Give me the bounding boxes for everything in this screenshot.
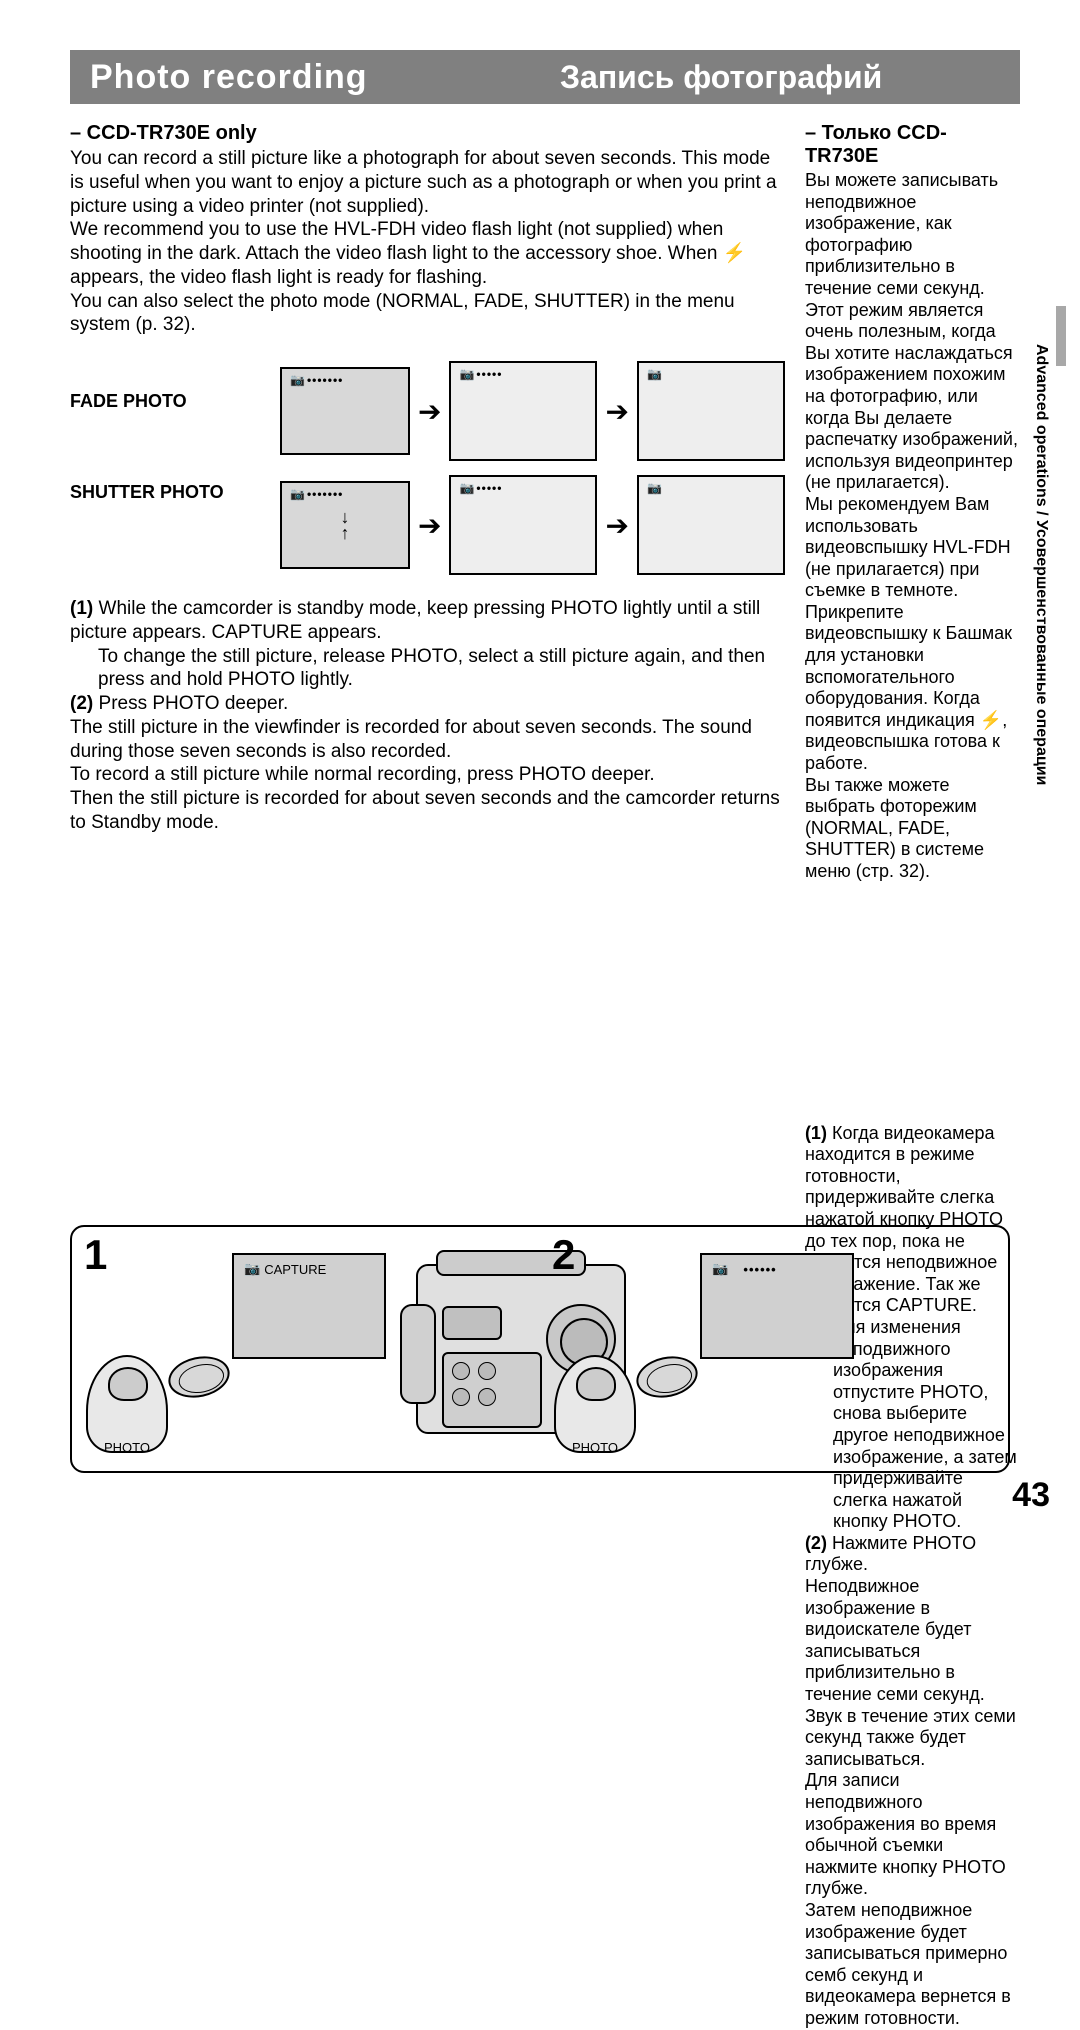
frame-shutter-2: 📷••••• [449, 475, 597, 575]
camera-icon: 📷 [647, 481, 662, 495]
step2-ru: Нажмите PHOTO глубже. [805, 1533, 976, 1575]
para-en-2: We recommend you to use the HVL-FDH vide… [70, 218, 785, 289]
camera-icon: 📷 [459, 481, 474, 495]
page-number: 43 [1012, 1476, 1050, 1515]
frame-fade-1: 📷••••••• [280, 367, 410, 455]
column-english: – CCD-TR730E only You can record a still… [70, 122, 785, 2030]
fade-row: 📷••••••• ➔ 📷••••• ➔ 📷 [280, 361, 785, 461]
para-ru-3: Вы также можете выбрать фоторежим (NORMA… [805, 775, 1020, 883]
step1-num-ru: (1) [805, 1123, 827, 1143]
para-ru-2a: Мы рекомендуем Вам использовать видеовсп… [805, 494, 1012, 730]
capture-screen-2: 📷 •••••• [700, 1253, 854, 1359]
header-title-left: Photo recording [90, 58, 530, 97]
para-en-1: You can record a still picture like a ph… [70, 147, 785, 218]
flash-icon: ⚡ [723, 242, 747, 266]
para-ru-2: Мы рекомендуем Вам использовать видеовсп… [805, 494, 1020, 775]
header-bar: Photo recording Запись фотографий [70, 50, 1020, 104]
shutter-arrows-icon: ↓↑ [341, 509, 350, 541]
step2-num-ru: (2) [805, 1533, 827, 1553]
camera-icon: 📷 [290, 373, 305, 387]
photo-button-illustration [633, 1351, 702, 1403]
photo-label: PHOTO [572, 1440, 618, 1455]
arrow-icon: ➔ [418, 395, 441, 428]
camera-icon: 📷 [712, 1261, 728, 1277]
tail3-ru: Затем неподвижное изображение будет запи… [805, 1900, 1020, 2030]
frame-shutter-3: 📷 [637, 475, 785, 575]
camcorder-step-2: 2 PHOTO 📷 •••••• [540, 1227, 1008, 1471]
step2-en: Press PHOTO deeper. [99, 693, 289, 714]
flash-icon: ⚡ [980, 710, 1002, 732]
dots: •••••• [743, 1262, 776, 1277]
camera-icon: 📷 [459, 367, 474, 381]
camcorder-panel: 1 PHOTO 📷 CAPTURE [70, 1225, 1010, 1473]
thumb-press-illustration: PHOTO [554, 1343, 674, 1453]
dots: ••••••• [307, 373, 343, 387]
step-number-2: 2 [552, 1231, 575, 1279]
para-ru-1: Вы можете записывать неподвижное изображ… [805, 170, 1020, 494]
tail1-en: The still picture in the viewfinder is r… [70, 716, 785, 764]
capture-text: CAPTURE [264, 1262, 326, 1277]
para-en-2a: We recommend you to use the HVL-FDH vide… [70, 219, 723, 264]
diagram-block: FADE PHOTO SHUTTER PHOTO 📷••••••• ➔ 📷•••… [70, 361, 785, 575]
capture-screen-1: 📷 CAPTURE [232, 1253, 386, 1359]
step1-num: (1) [70, 598, 93, 619]
arrow-icon: ➔ [605, 509, 628, 542]
step-number-1: 1 [84, 1231, 107, 1279]
photo-label: PHOTO [104, 1440, 150, 1455]
subhead-en: – CCD-TR730E only [70, 122, 785, 145]
frame-fade-3: 📷 [637, 361, 785, 461]
camera-icon: 📷 [290, 487, 305, 501]
dots: ••••••• [307, 487, 343, 501]
para-en-2b: appears, the video flash light is ready … [70, 267, 487, 288]
subhead-ru: – Только CCD-TR730E [805, 122, 1020, 168]
side-tab-text: Advanced operations / Усовершенствованны… [1032, 344, 1050, 785]
arrow-icon: ➔ [418, 509, 441, 542]
label-fade-photo: FADE PHOTO [70, 391, 280, 412]
camera-icon: 📷 [647, 367, 662, 381]
tail2-ru: Для записи неподвижного изображения во в… [805, 1770, 1020, 1900]
frame-shutter-1: 📷••••••• ↓↑ [280, 481, 410, 569]
thumb-press-illustration: PHOTO [86, 1343, 206, 1453]
step1b-en: To change the still picture, release PHO… [70, 645, 785, 693]
header-title-right: Запись фотографий [530, 59, 1000, 96]
dots: ••••• [476, 481, 502, 495]
dots: ••••• [476, 367, 502, 381]
column-russian: – Только CCD-TR730E Вы можете записывать… [805, 122, 1020, 2030]
para-en-3: You can also select the photo mode (NORM… [70, 290, 785, 338]
shutter-row: 📷••••••• ↓↑ ➔ 📷••••• ➔ 📷 [280, 475, 785, 575]
arrow-icon: ➔ [605, 395, 628, 428]
tail2-en: To record a still picture while normal r… [70, 763, 785, 787]
photo-button-illustration [165, 1351, 234, 1403]
step1a-en: While the camcorder is standby mode, kee… [70, 598, 760, 643]
step2-num: (2) [70, 693, 93, 714]
steps-en: (1) While the camcorder is standby mode,… [70, 597, 785, 835]
frame-fade-2: 📷••••• [449, 361, 597, 461]
tail3-en: Then the still picture is recorded for a… [70, 787, 785, 835]
camera-icon: 📷 [244, 1261, 260, 1277]
label-shutter-photo: SHUTTER PHOTO [70, 482, 280, 503]
side-tab: Advanced operations / Усовершенствованны… [1032, 306, 1056, 866]
side-tab-marker [1056, 306, 1066, 366]
tail1-ru: Неподвижное изображение в видоискателе б… [805, 1576, 1020, 1770]
